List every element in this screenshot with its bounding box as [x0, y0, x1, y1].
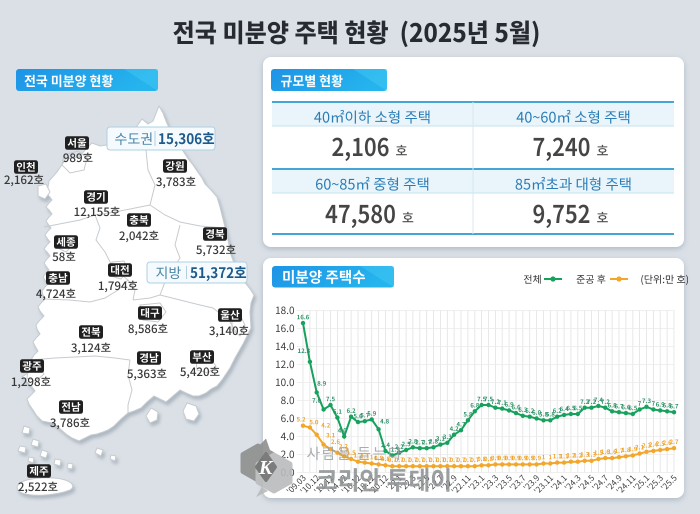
- svg-text:K: K: [258, 457, 274, 479]
